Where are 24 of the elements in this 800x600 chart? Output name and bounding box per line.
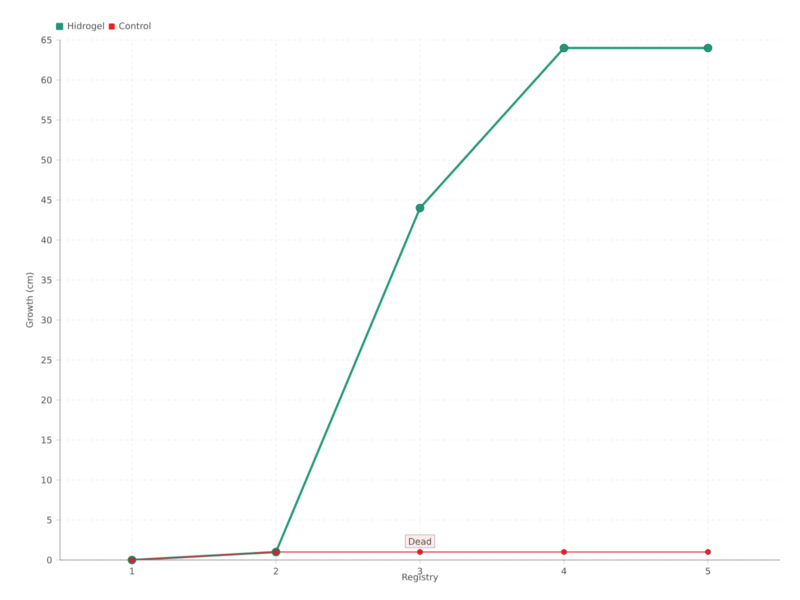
x-tick-label: 3 (418, 568, 422, 575)
y-tick-label: 55 (42, 116, 52, 124)
y-tick-label: 0 (47, 556, 52, 564)
y-tick-label: 45 (41, 196, 52, 204)
y-tick-label: 35 (42, 276, 52, 284)
annotation: Dead (409, 538, 431, 545)
legend-label: Control (119, 22, 150, 30)
y-tick-label: 10 (42, 476, 52, 484)
x-tick-label: 2 (274, 568, 278, 574)
y-tick-label: 30 (42, 316, 52, 324)
x-axis-title: Registry (402, 573, 438, 582)
y-tick-label: 40 (41, 236, 52, 244)
y-tick-label: 20 (41, 396, 52, 404)
x-tick-label: 5 (706, 568, 710, 574)
x-tick-label: 1 (130, 568, 134, 574)
y-tick-label: 15 (42, 436, 52, 444)
legend-label: Hidrogel (68, 22, 104, 31)
x-tick-label: 4 (562, 568, 566, 574)
y-tick-label: 65 (41, 36, 52, 44)
y-axis-title: Growth (cm) (26, 272, 34, 328)
y-tick-label: 5 (47, 516, 52, 524)
y-tick-label: 50 (42, 156, 52, 164)
y-tick-label: 25 (41, 356, 52, 364)
y-tick-label: 60 (41, 76, 52, 84)
